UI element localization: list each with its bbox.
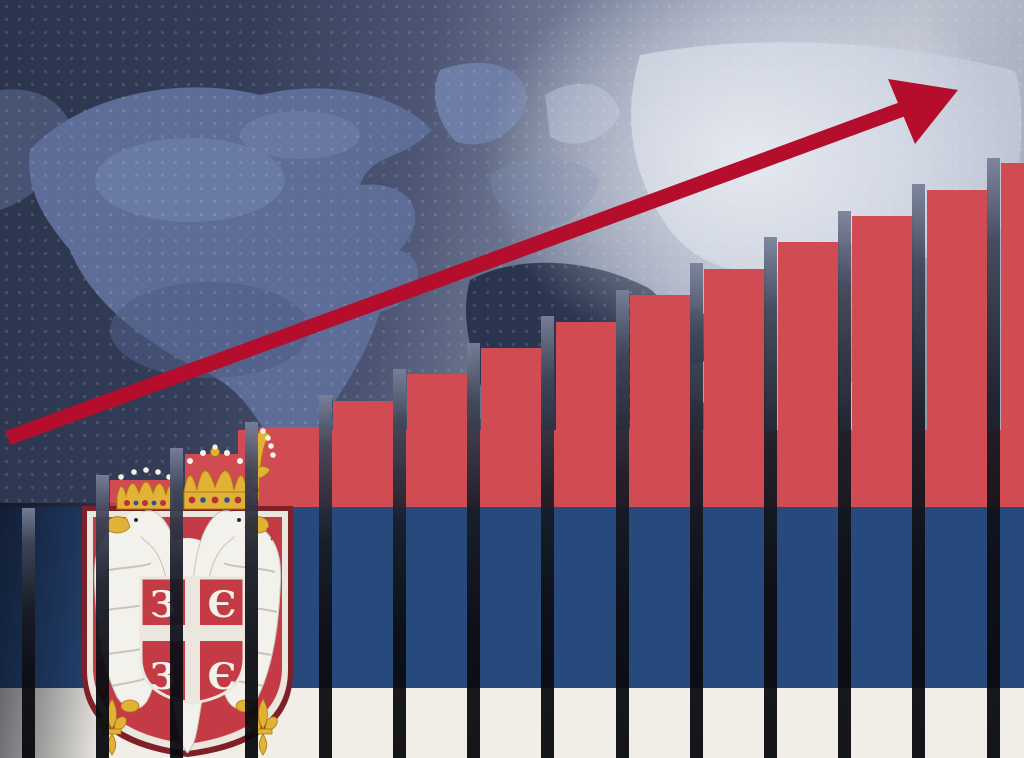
firesteel-bottom-right: Є [208,656,237,698]
left-talon [120,699,140,713]
pillar-5 [318,395,332,758]
pillar-9 [615,290,629,758]
pillar-8 [541,316,555,758]
pillar-3 [170,448,184,758]
pillar-10 [689,263,703,758]
pillar-12 [838,211,852,758]
arrow-shaft [5,101,906,446]
crown-segment-center [183,444,248,510]
pillar-14 [986,158,1000,758]
arrow-head-icon [888,79,958,144]
crown-segment-left [116,467,174,510]
pillar-6 [393,369,406,758]
pillar-7 [467,343,481,758]
firesteel-top-right: Є [208,584,237,626]
flag-red-stripe [238,430,1024,507]
pillar-13 [912,184,926,758]
pillar-2 [96,475,110,758]
pillar-1 [22,508,35,758]
pillar-11 [764,237,777,758]
pillar-4 [244,422,258,758]
